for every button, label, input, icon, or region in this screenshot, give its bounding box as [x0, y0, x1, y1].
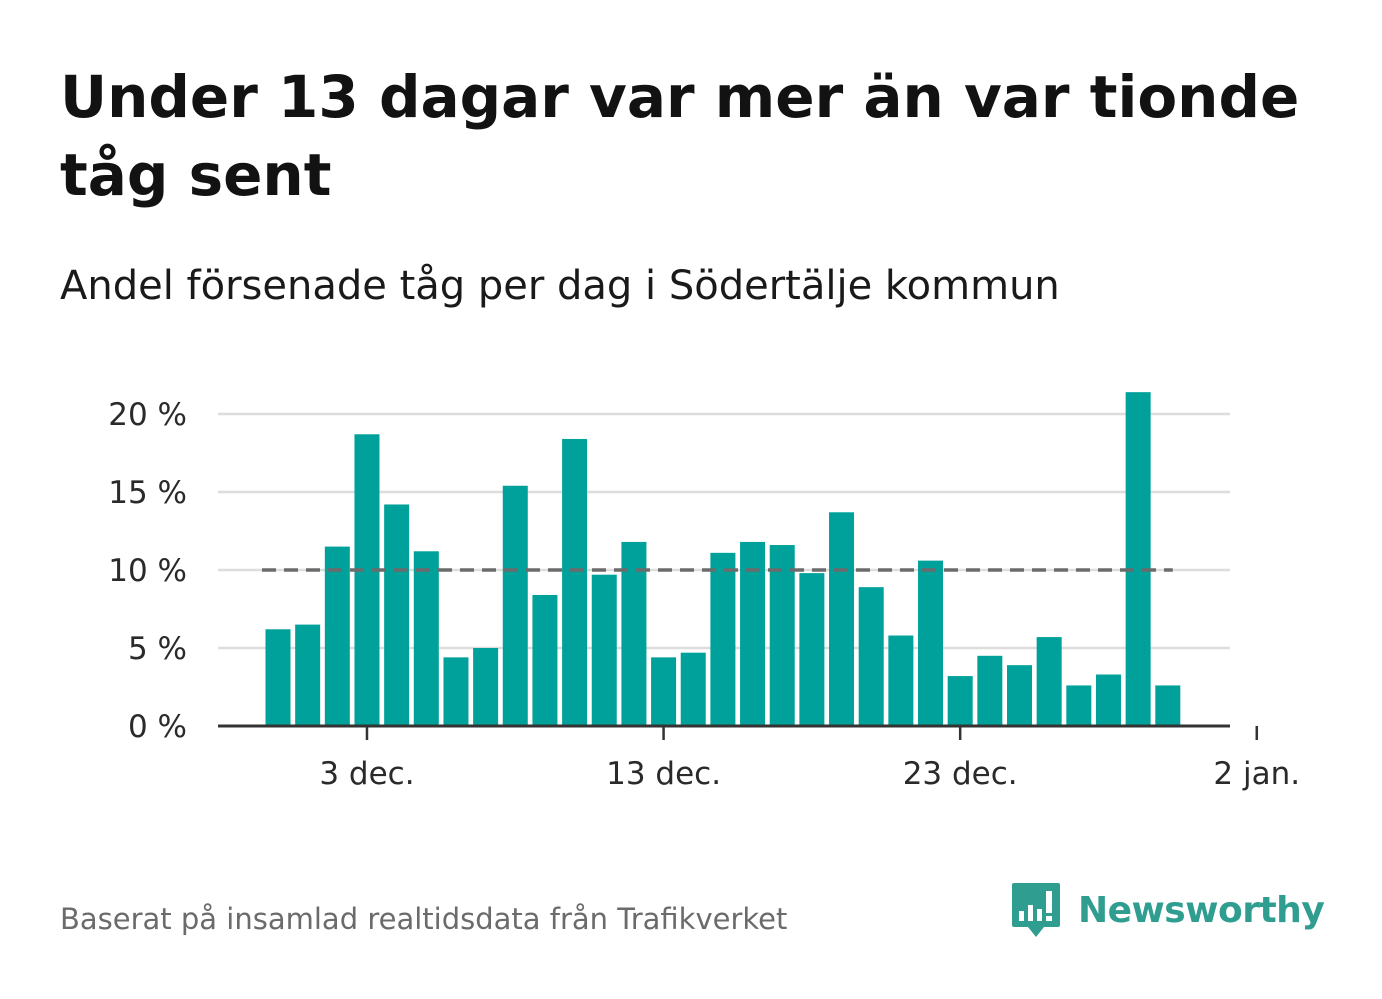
bar: [473, 648, 499, 726]
bar: [265, 629, 291, 726]
bar: [384, 504, 410, 726]
y-tick-label: 20 %: [108, 397, 187, 433]
x-axis: [218, 724, 1259, 740]
bar: [591, 574, 617, 726]
source-note: Baserat på insamlad realtidsdata från Tr…: [60, 902, 788, 936]
bar: [977, 655, 1003, 726]
newsworthy-logo[interactable]: Newsworthy: [1010, 878, 1325, 942]
bar: [562, 438, 588, 726]
bar: [324, 546, 350, 726]
y-tick-label: 5 %: [128, 631, 187, 667]
chart-subtitle: Andel försenade tåg per dag i Södertälje…: [60, 263, 1060, 309]
bar: [621, 541, 647, 726]
bar: [918, 560, 944, 726]
bar: [443, 657, 469, 726]
bar: [740, 541, 766, 726]
bar: [680, 652, 706, 726]
bar-chart-speech-bubble-icon: [1012, 883, 1060, 937]
y-tick-label: 10 %: [108, 553, 187, 589]
brand-name: Newsworthy: [1078, 889, 1325, 931]
y-axis-labels: 0 % 5 % 10 % 15 % 20 %: [108, 397, 187, 745]
bar: [858, 587, 884, 726]
bar: [888, 635, 914, 726]
bar: [413, 551, 439, 726]
bars: [265, 392, 1181, 726]
bar: [502, 485, 528, 726]
bar: [651, 657, 677, 726]
bar: [354, 434, 380, 726]
chart-title: Under 13 dagar var mer än var tionde tåg…: [60, 63, 1300, 209]
bar: [295, 624, 321, 726]
x-axis-labels: 3 dec. 13 dec. 23 dec. 2 jan.: [319, 756, 1300, 792]
y-tick-label: 15 %: [108, 475, 187, 511]
bar: [1066, 685, 1092, 726]
bar: [1155, 685, 1181, 726]
x-tick-label: 2 jan.: [1213, 756, 1300, 792]
bar: [1095, 674, 1121, 726]
bar: [947, 676, 973, 726]
bar: [799, 573, 825, 726]
x-tick-label: 13 dec.: [606, 756, 721, 792]
bar: [769, 545, 795, 726]
bar: [710, 552, 736, 726]
y-tick-label: 0 %: [128, 709, 187, 745]
bar: [1036, 637, 1062, 726]
bar: [829, 512, 855, 726]
x-tick-label: 23 dec.: [903, 756, 1018, 792]
bar: [532, 594, 558, 726]
bar-chart: 0 % 5 % 10 % 15 % 20 % 3 dec. 13 dec. 23 dec. 2…: [108, 392, 1300, 792]
x-tick-label: 3 dec.: [319, 756, 414, 792]
bar: [1007, 665, 1032, 726]
bar: [1125, 392, 1151, 726]
